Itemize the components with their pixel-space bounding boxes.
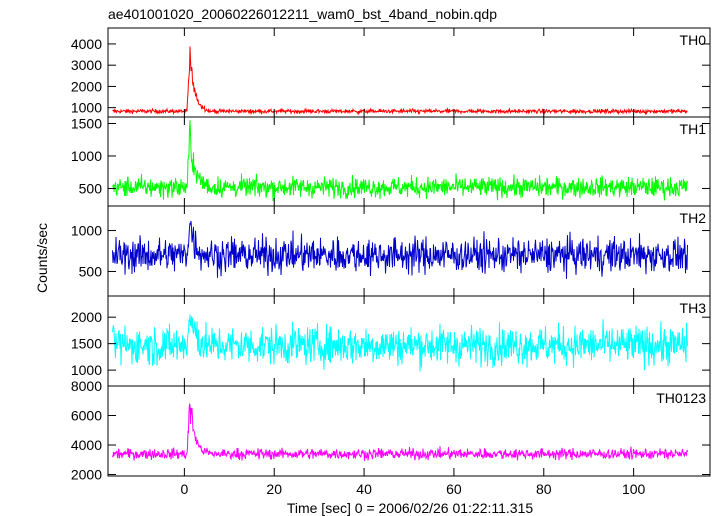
panel-label: TH1: [680, 121, 707, 137]
panel-th0123: 2000 4000 6000 8000 TH0123: [71, 378, 711, 483]
panel-th3: 1000 1500 2000 TH3: [71, 295, 711, 387]
y-tick-label: 6000: [71, 408, 102, 424]
y-tick-label: 8000: [71, 378, 102, 394]
y-tick-label: 4000: [71, 36, 102, 52]
y-tick-label: 1000: [71, 223, 102, 239]
chart-title: ae401001020_20060226012211_wam0_bst_4ban…: [108, 6, 497, 22]
y-tick-label: 1500: [71, 336, 102, 352]
y-axis-label: Counts/sec: [34, 223, 50, 293]
panel-label: TH0: [680, 32, 707, 48]
panel-th0: 1000 2000 3000 4000 TH0: [71, 27, 711, 118]
x-tick-label: 40: [356, 481, 372, 497]
panel-frame: [107, 385, 711, 477]
x-tick-label: 60: [446, 481, 462, 497]
y-tick-label: 1500: [71, 115, 102, 131]
y-tick-label: 1000: [71, 100, 102, 116]
x-tick-label: 100: [622, 481, 646, 497]
x-tick-label: 80: [536, 481, 552, 497]
y-tick-label: 1000: [71, 362, 102, 378]
y-tick-label: 2000: [71, 467, 102, 483]
x-tick-label: 0: [180, 481, 188, 497]
x-axis-label: Time [sec] 0 = 2006/02/26 01:22:11.315: [287, 500, 534, 516]
y-tick-label: 3000: [71, 57, 102, 73]
y-tick-label: 500: [79, 263, 103, 279]
y-tick-label: 1000: [71, 148, 102, 164]
y-tick-label: 2000: [71, 78, 102, 94]
panel-th2: 500 1000 TH2: [71, 205, 711, 297]
panel-label: TH2: [680, 210, 707, 226]
series-line-th1: [112, 120, 688, 202]
series-line-th0123: [112, 402, 688, 461]
panel-label: TH0123: [656, 390, 706, 406]
panel-th1: 500 1000 1500 TH1: [71, 115, 711, 207]
series-line-th3: [112, 314, 688, 372]
y-tick-label: 2000: [71, 309, 102, 325]
panel-label: TH3: [680, 300, 707, 316]
series-line-th2: [112, 220, 688, 279]
y-tick-label: 4000: [71, 437, 102, 453]
series-line-th0: [112, 46, 688, 116]
x-tick-label: 20: [266, 481, 282, 497]
y-tick-label: 500: [79, 180, 103, 196]
